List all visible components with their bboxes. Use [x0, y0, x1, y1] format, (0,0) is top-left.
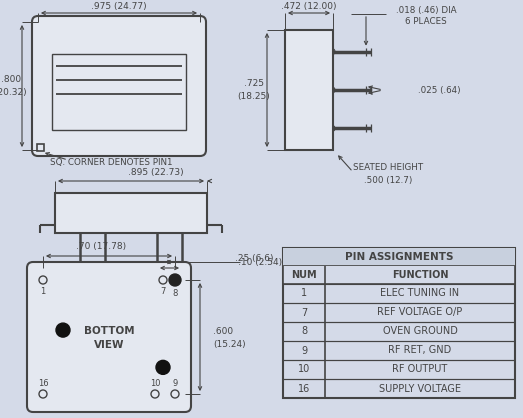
Text: FUNCTION: FUNCTION [392, 270, 448, 280]
Text: .600: .600 [213, 326, 233, 336]
Text: 10: 10 [298, 364, 310, 375]
Text: REF VOLTAGE O/P: REF VOLTAGE O/P [378, 308, 463, 318]
Text: 1: 1 [40, 288, 46, 296]
Text: OVEN GROUND: OVEN GROUND [382, 326, 458, 336]
Text: .018 (.46) DIA: .018 (.46) DIA [396, 5, 456, 15]
Text: RF OUTPUT: RF OUTPUT [392, 364, 448, 375]
Text: .10 (2.54): .10 (2.54) [238, 257, 282, 267]
Text: 9: 9 [173, 379, 178, 387]
Text: .500 (12.7): .500 (12.7) [364, 176, 412, 184]
Text: .25 (6.6): .25 (6.6) [235, 253, 274, 263]
Text: SEATED HEIGHT: SEATED HEIGHT [353, 163, 423, 173]
Circle shape [56, 323, 70, 337]
Text: 8: 8 [172, 288, 178, 298]
Bar [285, 30, 333, 150]
Bar [37, 144, 44, 151]
FancyBboxPatch shape [32, 16, 206, 156]
Text: 6 PLACES: 6 PLACES [405, 16, 447, 25]
Bar [283, 248, 515, 266]
Text: .800: .800 [1, 76, 21, 84]
Text: (18.25): (18.25) [237, 92, 270, 100]
Text: 9: 9 [301, 346, 307, 355]
Text: .725: .725 [244, 79, 264, 89]
Text: 16: 16 [38, 379, 48, 387]
Bar [283, 248, 515, 398]
Text: .975 (24.77): .975 (24.77) [91, 3, 147, 12]
Circle shape [156, 360, 170, 375]
Bar [52, 54, 186, 130]
Text: (20.32): (20.32) [0, 87, 27, 97]
Text: PIN ASSIGNMENTS: PIN ASSIGNMENTS [345, 252, 453, 262]
Text: BOTTOM: BOTTOM [84, 326, 134, 336]
Text: 8: 8 [301, 326, 307, 336]
Text: 1: 1 [301, 288, 307, 298]
Text: 10: 10 [150, 379, 160, 387]
Text: .70 (17.78): .70 (17.78) [76, 242, 127, 250]
Text: (15.24): (15.24) [213, 339, 246, 349]
Text: .895 (22.73): .895 (22.73) [128, 168, 184, 178]
Bar [283, 266, 515, 284]
Circle shape [169, 274, 181, 286]
Bar [55, 193, 207, 233]
Text: 7: 7 [161, 288, 166, 296]
Text: RF RET, GND: RF RET, GND [389, 346, 452, 355]
Text: .472 (12.00): .472 (12.00) [281, 3, 337, 12]
Text: SQ. CORNER DENOTES PIN1: SQ. CORNER DENOTES PIN1 [50, 158, 172, 168]
FancyBboxPatch shape [27, 262, 191, 412]
Text: VIEW: VIEW [94, 340, 124, 350]
Text: .025 (.64): .025 (.64) [418, 86, 461, 94]
Text: SUPPLY VOLTAGE: SUPPLY VOLTAGE [379, 383, 461, 393]
Text: ELEC TUNING IN: ELEC TUNING IN [380, 288, 460, 298]
Text: 7: 7 [301, 308, 307, 318]
Text: NUM: NUM [291, 270, 317, 280]
Text: 16: 16 [298, 383, 310, 393]
